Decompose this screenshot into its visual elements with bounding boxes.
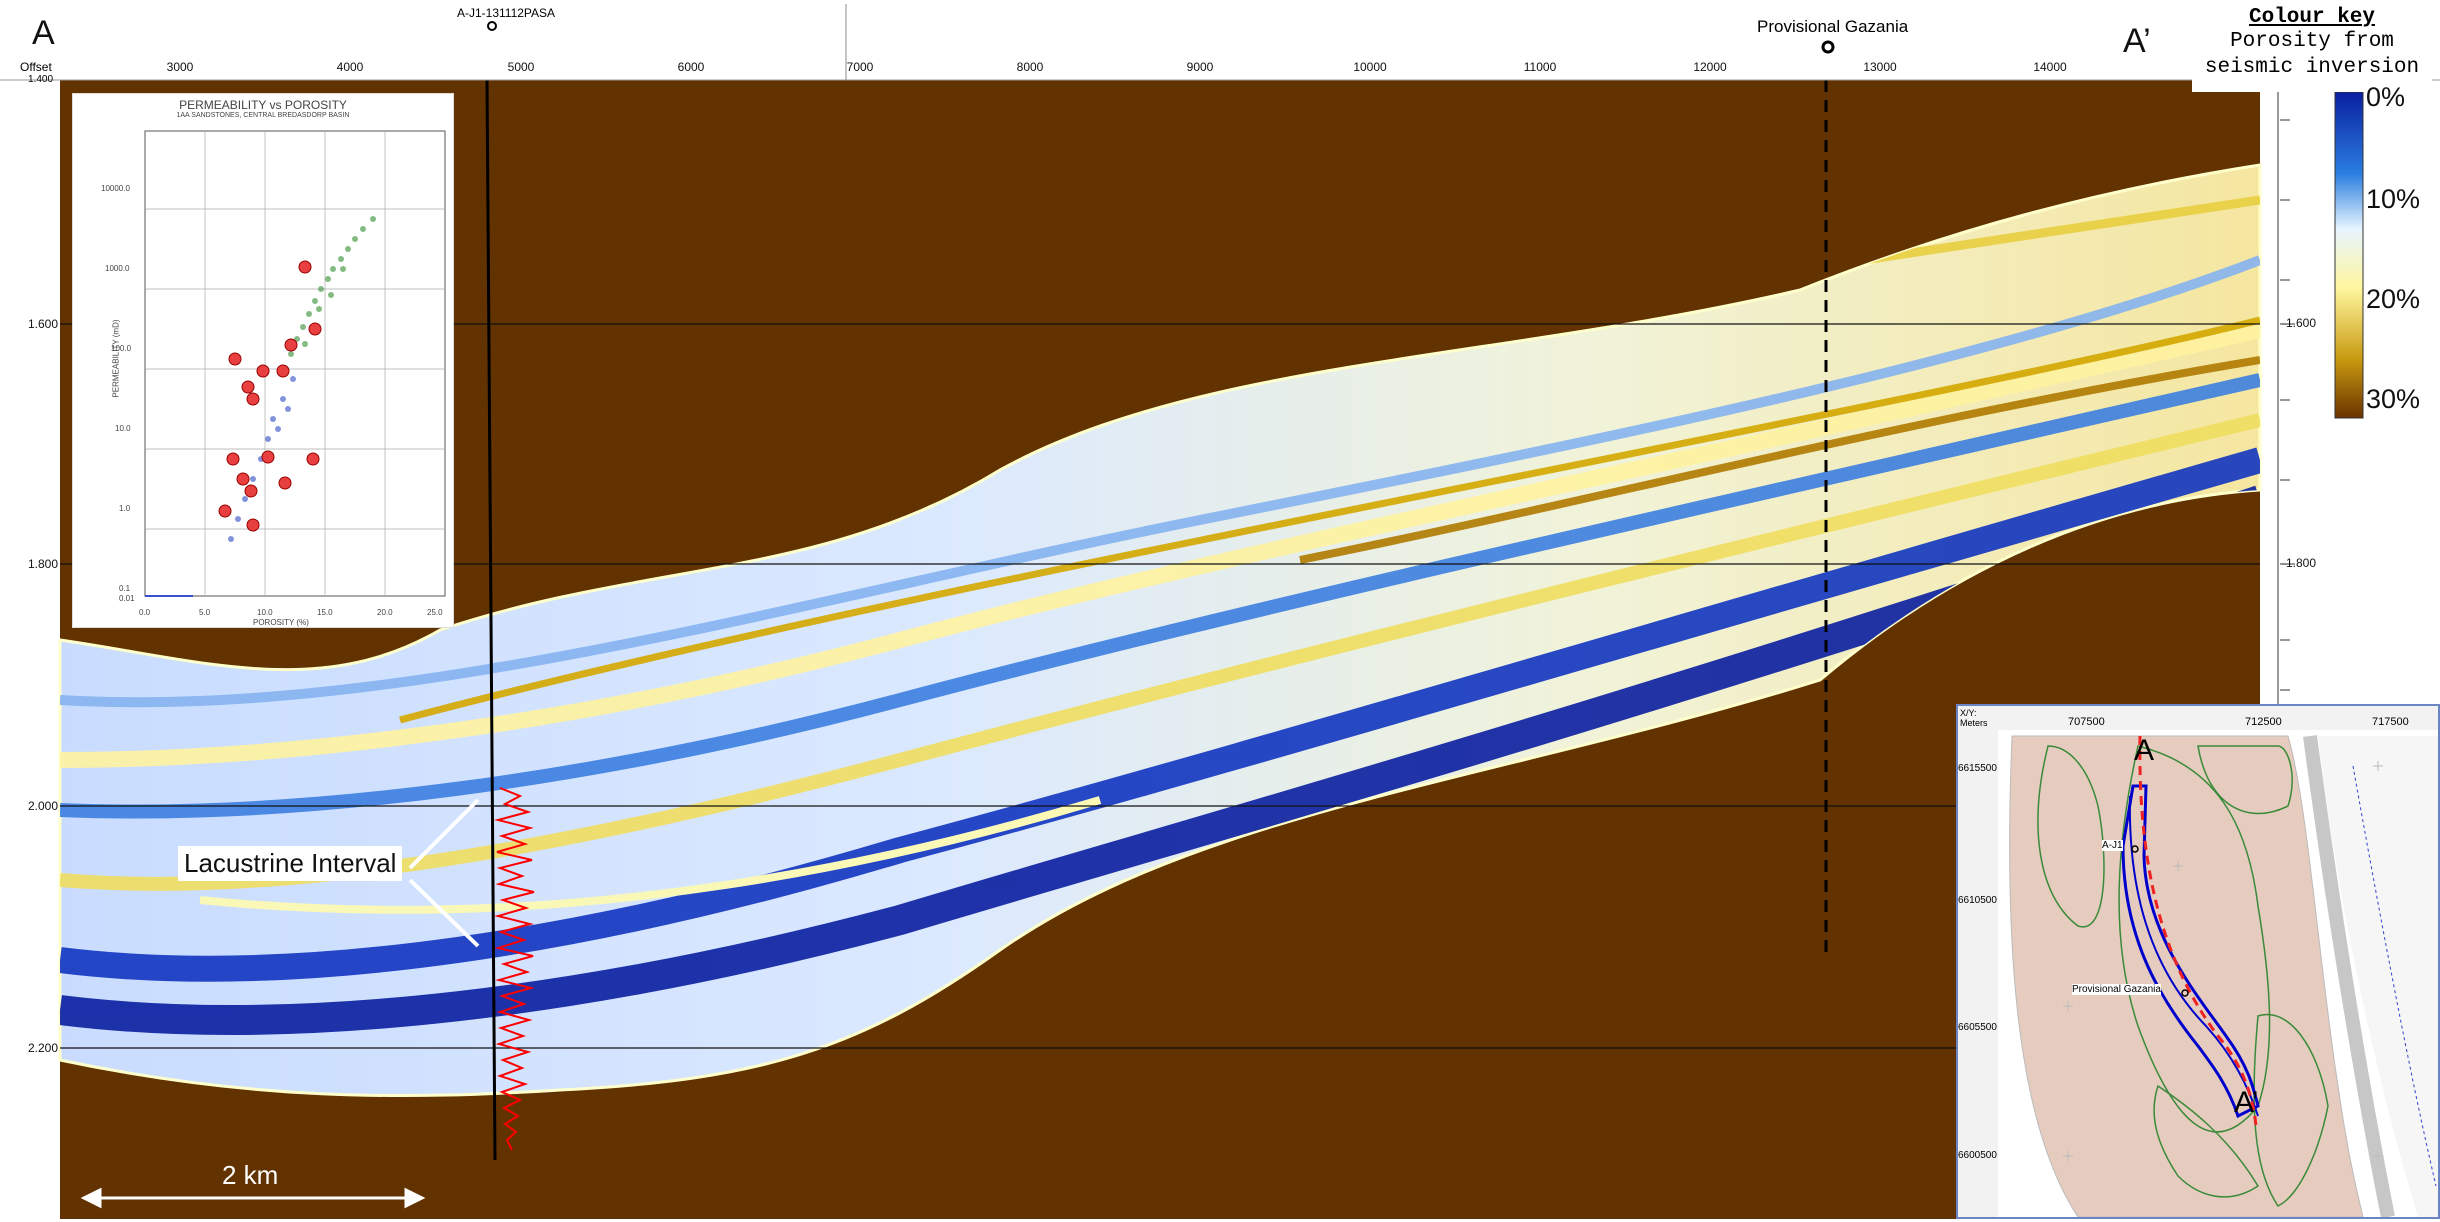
y-tick: -1.800 [2282,556,2317,570]
inset-plot-title: PERMEABILITY vs POROSITY [179,98,347,112]
x-tick: 3000 [166,60,194,74]
inset-plot-ytick: 10000.0 [101,184,130,193]
colour-key: Colour key Porosity from seismic inversi… [2192,6,2432,92]
inset-plot-chart [144,130,446,597]
inset-plot-ytick: 0.1 [119,584,131,593]
x-tick: 4000 [336,60,364,74]
colour-key-label: 10% [2366,184,2421,214]
map-xtick: 707500 [2068,716,2105,728]
map-ytick: 6605500 [1958,1022,1997,1033]
y-tick: 2.200 [28,1041,59,1055]
inset-plot-xtick: 10.0 [257,608,273,617]
inset-plot-xtick: 0.0 [139,608,151,617]
map-ytick: 6600500 [1958,1150,1997,1161]
colour-key-subtitle-2: seismic inversion [2204,56,2420,79]
map-ytick: 6610500 [1958,895,1997,906]
inset-plot-xlabel: POROSITY (%) [253,618,309,627]
inset-plot-subtitle: 1AA SANDSTONES, CENTRAL BREDASDORP BASIN [176,112,350,119]
inset-plot-ylabel: PERMEABILITY (mD) [111,319,121,398]
colour-key-label: 20% [2366,284,2421,314]
map-ytick: 6615500 [1958,763,1997,774]
offset-label: Offset [20,60,52,74]
scale-bar-label: 2 km [222,1160,279,1190]
map-xtick: 712500 [2245,716,2282,728]
map-label-aj1: A-J1 [2102,840,2123,851]
map-label-provisional: Provisional Gazania [2072,984,2161,995]
inset-plot-ytick: 1.0 [119,504,131,513]
top-depth-label: 1.400 [28,74,54,85]
map-corner-label: X/Y: Meters [1960,708,1988,728]
y-tick: -1.600 [2282,316,2317,330]
inset-plot-ytick: 10.0 [115,424,131,433]
x-tick: 11000 [1523,60,1557,74]
permeability-porosity-inset: PERMEABILITY vs POROSITY 1AA SANDSTONES,… [72,93,454,628]
x-tick: 9000 [1186,60,1214,74]
map-label-a-prime: A’ [2234,1086,2259,1119]
well-log [494,787,535,1151]
y-tick: 2.000 [28,799,59,813]
x-tick: 12000 [1693,60,1727,74]
x-tick: 10000 [1353,60,1387,74]
inset-plot-xtick: 25.0 [427,608,443,617]
corner-label-a: A [32,14,55,52]
y-tick: 1.800 [28,557,59,571]
location-map-inset: X/Y: Meters 707500 712500 717500 6615500… [1956,704,2440,1219]
colour-key-label: 0% [2366,82,2406,112]
map-xtick: 717500 [2372,716,2409,728]
colour-key-label: 30% [2366,384,2421,414]
x-tick: 7000 [846,60,874,74]
inset-plot-xtick: 5.0 [199,608,211,617]
inset-plot-ytick: 0.01 [119,594,135,603]
corner-label-a-prime: A’ [2123,22,2151,60]
x-tick: 13000 [1863,60,1897,74]
provisional-label: Provisional Gazania [1757,17,1909,36]
map-canvas [1958,706,2438,1219]
x-tick: 8000 [1016,60,1044,74]
colour-key-title: Colour key [2248,6,2376,29]
y-tick: 1.600 [28,317,59,331]
x-tick: 6000 [677,60,705,74]
lacustrine-interval-label: Lacustrine Interval [178,846,403,881]
map-label-a: A [2134,734,2155,767]
inset-plot-ytick: 100.0 [111,344,132,353]
well-label: A-J1-131112PASA [457,6,556,20]
x-tick: 5000 [507,60,535,74]
inset-plot-ytick: 1000.0 [105,264,130,273]
x-tick: 14000 [2033,60,2067,74]
inset-plot-xtick: 20.0 [377,608,393,617]
inset-plot-xtick: 15.0 [317,608,333,617]
colour-key-subtitle-1: Porosity from [2230,30,2394,53]
